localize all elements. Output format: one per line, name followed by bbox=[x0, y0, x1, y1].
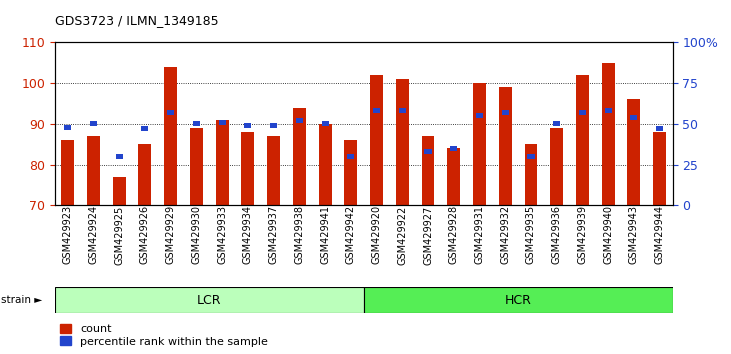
Bar bbox=[656, 126, 663, 131]
Bar bbox=[528, 154, 534, 159]
Bar bbox=[90, 121, 97, 126]
Text: GSM429931: GSM429931 bbox=[474, 205, 485, 264]
Bar bbox=[370, 75, 383, 205]
Text: GSM429922: GSM429922 bbox=[397, 205, 407, 264]
Bar bbox=[64, 125, 71, 130]
Bar bbox=[550, 128, 563, 205]
Text: GSM429924: GSM429924 bbox=[88, 205, 99, 264]
Bar bbox=[319, 124, 331, 205]
Bar bbox=[141, 126, 148, 131]
Bar bbox=[216, 120, 229, 205]
Text: GSM429936: GSM429936 bbox=[552, 205, 561, 264]
Bar bbox=[293, 108, 306, 205]
Bar bbox=[61, 140, 74, 205]
Text: GSM429944: GSM429944 bbox=[655, 205, 664, 264]
Bar bbox=[138, 144, 151, 205]
Text: GSM429927: GSM429927 bbox=[423, 205, 433, 264]
Text: GSM429943: GSM429943 bbox=[629, 205, 639, 264]
Bar bbox=[654, 132, 666, 205]
Text: GSM429930: GSM429930 bbox=[192, 205, 201, 264]
Bar bbox=[190, 128, 202, 205]
Bar bbox=[605, 108, 612, 113]
Bar bbox=[115, 154, 123, 159]
Bar bbox=[373, 108, 380, 113]
Bar bbox=[270, 123, 277, 128]
Bar bbox=[447, 148, 461, 205]
Text: GSM429920: GSM429920 bbox=[371, 205, 382, 264]
Text: GSM429929: GSM429929 bbox=[166, 205, 175, 264]
Bar bbox=[576, 75, 589, 205]
Bar bbox=[87, 136, 100, 205]
Text: GSM429939: GSM429939 bbox=[577, 205, 588, 264]
Legend: count, percentile rank within the sample: count, percentile rank within the sample bbox=[61, 324, 268, 347]
Bar bbox=[113, 177, 126, 205]
Text: GSM429933: GSM429933 bbox=[217, 205, 227, 264]
Bar bbox=[322, 121, 329, 126]
Text: HCR: HCR bbox=[504, 293, 531, 307]
Text: GDS3723 / ILMN_1349185: GDS3723 / ILMN_1349185 bbox=[55, 14, 219, 27]
Text: GSM429942: GSM429942 bbox=[346, 205, 356, 264]
Bar bbox=[476, 113, 483, 118]
Text: GSM429935: GSM429935 bbox=[526, 205, 536, 264]
Text: GSM429925: GSM429925 bbox=[114, 205, 124, 264]
Bar bbox=[525, 144, 537, 205]
Bar bbox=[267, 136, 280, 205]
Bar bbox=[579, 110, 586, 115]
Bar bbox=[296, 118, 303, 123]
Bar bbox=[627, 99, 640, 205]
Text: strain ►: strain ► bbox=[1, 295, 42, 305]
Text: GSM429937: GSM429937 bbox=[268, 205, 279, 264]
Text: GSM429938: GSM429938 bbox=[295, 205, 304, 264]
Bar bbox=[167, 110, 174, 115]
Bar bbox=[193, 121, 200, 126]
Bar bbox=[164, 67, 177, 205]
Bar bbox=[398, 108, 406, 113]
Bar bbox=[501, 110, 509, 115]
Bar bbox=[396, 79, 409, 205]
Bar bbox=[244, 123, 251, 128]
Bar bbox=[425, 149, 431, 154]
Text: GSM429926: GSM429926 bbox=[140, 205, 150, 264]
Text: LCR: LCR bbox=[197, 293, 221, 307]
Bar bbox=[241, 132, 254, 205]
Bar bbox=[499, 87, 512, 205]
Bar bbox=[630, 115, 637, 120]
Text: GSM429934: GSM429934 bbox=[243, 205, 253, 264]
FancyBboxPatch shape bbox=[55, 287, 363, 313]
Text: GSM429932: GSM429932 bbox=[500, 205, 510, 264]
Bar bbox=[553, 121, 560, 126]
Text: GSM429928: GSM429928 bbox=[449, 205, 459, 264]
Bar bbox=[347, 154, 355, 159]
Bar bbox=[473, 83, 486, 205]
Bar bbox=[422, 136, 434, 205]
Bar bbox=[344, 140, 357, 205]
Text: GSM429941: GSM429941 bbox=[320, 205, 330, 264]
Bar bbox=[219, 120, 226, 125]
Text: GSM429940: GSM429940 bbox=[603, 205, 613, 264]
Bar bbox=[602, 63, 615, 205]
FancyBboxPatch shape bbox=[363, 287, 673, 313]
Bar bbox=[450, 146, 458, 151]
Text: GSM429923: GSM429923 bbox=[63, 205, 72, 264]
